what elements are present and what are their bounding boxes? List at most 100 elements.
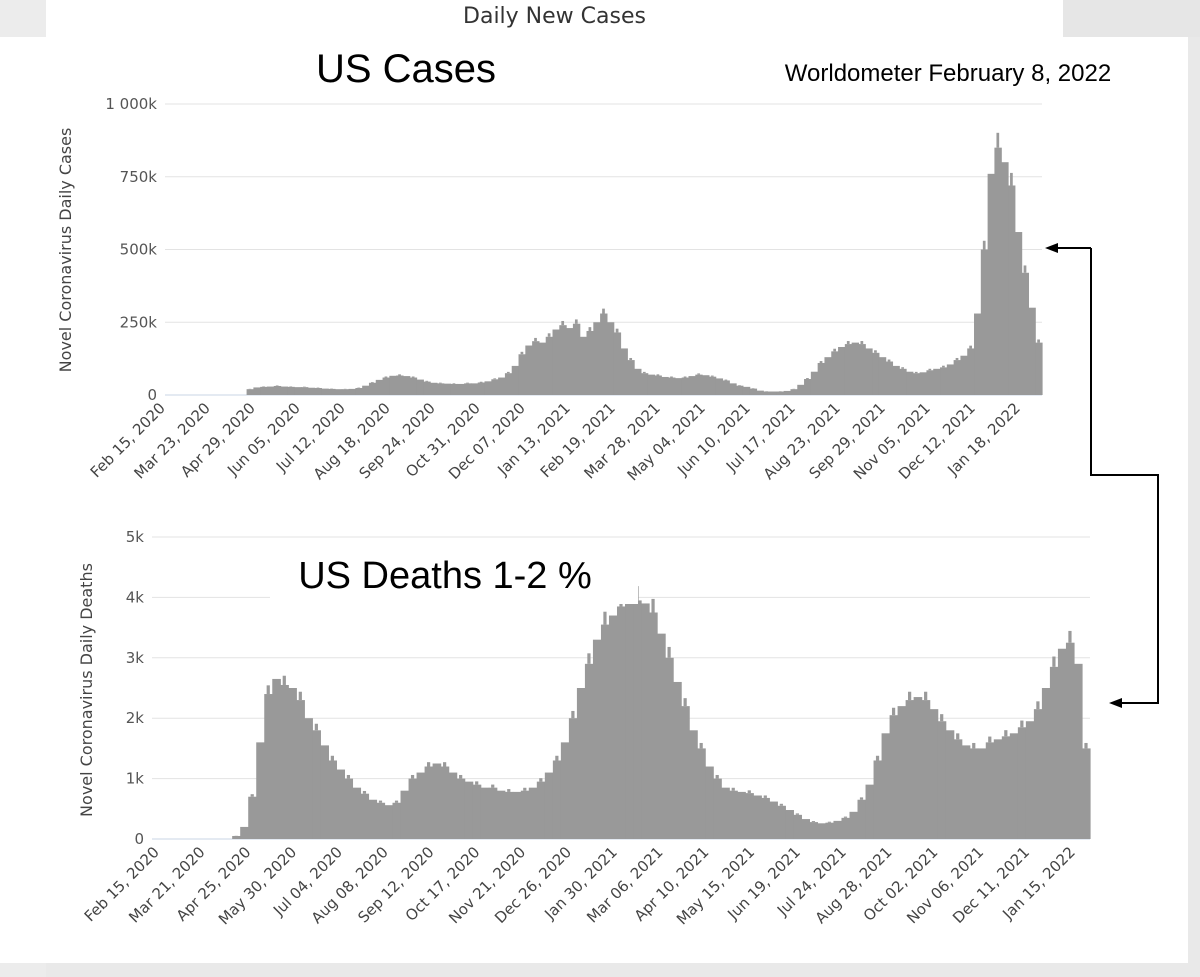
c2-bar — [905, 700, 915, 839]
c2-bar — [568, 718, 578, 839]
cases-bars — [246, 132, 1043, 395]
c2-bar-spike — [667, 646, 671, 658]
c1-bar — [695, 374, 703, 395]
c2-bar-spike — [940, 714, 944, 722]
c2-bar-spike — [523, 787, 527, 791]
c1-bar — [484, 381, 492, 395]
c2-bar — [304, 718, 313, 839]
c1-bar — [314, 388, 322, 395]
c1-bar — [443, 383, 452, 395]
c1-bar — [742, 386, 751, 395]
c2-bar-spike — [763, 795, 767, 798]
c2-bar-spike — [1020, 720, 1024, 728]
c1-bar — [1035, 342, 1043, 395]
c2-bar-spike — [1068, 630, 1072, 643]
c2-bar — [681, 706, 690, 839]
c2-bar — [825, 822, 835, 839]
c1-bar-spike — [384, 376, 388, 378]
c1-bar — [926, 370, 934, 395]
c2-bar — [745, 793, 754, 839]
c1-bar — [511, 365, 520, 395]
c2-bar-spike — [843, 816, 848, 818]
c1-bar — [382, 377, 390, 395]
c1-bar — [824, 357, 832, 395]
c1-bar — [865, 348, 873, 395]
c1-bar — [980, 249, 989, 395]
c2-bar-spike — [394, 800, 399, 803]
c2-bar — [464, 781, 474, 839]
c2-bar — [793, 814, 802, 839]
c1-bar — [736, 385, 744, 395]
arrowhead-upper — [1045, 243, 1058, 253]
c1-bar-spike — [602, 308, 605, 314]
c1-bar — [763, 391, 771, 395]
c2-bar — [616, 606, 626, 839]
c2-bar — [520, 790, 530, 839]
connector-arrows — [1048, 247, 1159, 704]
c1-bar-spike — [860, 341, 864, 345]
c1-bar-spike — [561, 320, 565, 326]
c1-bar — [770, 391, 778, 395]
c2-bar — [408, 778, 418, 839]
c2-bar — [625, 603, 634, 839]
c1-bar — [579, 336, 588, 395]
c1-bar — [477, 382, 486, 395]
c1-bar — [1014, 232, 1023, 395]
c1-bar — [885, 361, 894, 395]
c2-bar — [689, 730, 698, 839]
c2-bar-spike — [891, 707, 896, 716]
c1-bar — [545, 336, 554, 395]
c2-bar — [272, 678, 281, 839]
c2-bar-spike — [378, 800, 383, 803]
c2-bar — [737, 791, 746, 839]
c2-bar — [416, 772, 426, 839]
c1-bar — [341, 389, 350, 395]
c1-bar — [640, 373, 649, 395]
c2-bar — [504, 791, 514, 839]
c2-bar-spike — [475, 781, 479, 785]
c2-bar — [448, 772, 458, 839]
c2-bar — [961, 745, 971, 839]
c1-bar — [287, 386, 295, 395]
c2-bar-spike — [587, 653, 591, 664]
c1-bar — [892, 365, 900, 395]
c1-bar — [586, 330, 594, 395]
c1-bar — [878, 357, 887, 395]
c1-bar-spike — [411, 376, 415, 378]
c2-bar — [833, 820, 843, 839]
c1-bar-spike — [724, 379, 728, 381]
c2-bar — [488, 787, 498, 839]
c2-bar — [705, 766, 714, 839]
c2-bar-spike — [298, 691, 302, 701]
c1-bar — [974, 313, 982, 395]
c2-y-tick-label: 1k — [126, 770, 145, 788]
c2-bar — [584, 663, 594, 839]
c1-bar — [552, 329, 560, 395]
c2-bar — [1049, 666, 1059, 839]
c2-bar-spike — [1084, 742, 1088, 749]
c2-bar-spike — [330, 755, 334, 761]
c1-bar-spike — [629, 357, 633, 361]
c2-bar — [400, 790, 410, 839]
cases-y-ticks: 0 250k 500k 750k 1 000k — [105, 95, 157, 404]
c1-bar — [362, 385, 370, 395]
c2-bar-spike — [875, 755, 880, 761]
c1-bar — [838, 346, 846, 395]
c2-bar — [801, 819, 810, 839]
c2-y-tick-label: 0 — [134, 830, 144, 848]
c1-y-tick-label: 1 000k — [105, 95, 157, 113]
c2-bar — [1041, 688, 1051, 839]
c2-y-tick-label: 5k — [126, 528, 145, 546]
deaths-y-ticks: 0 1k 2k 3k 4k 5k — [126, 528, 145, 848]
c2-bar — [769, 801, 778, 839]
c1-bar-spike — [874, 350, 877, 353]
c2-bar — [913, 697, 923, 839]
c2-bar — [344, 778, 354, 839]
c1-bar — [457, 383, 465, 395]
c2-bar — [256, 742, 265, 839]
c1-bar-spike — [1010, 172, 1013, 186]
c2-bar-spike — [1036, 701, 1040, 710]
arrowhead-lower — [1109, 698, 1122, 708]
